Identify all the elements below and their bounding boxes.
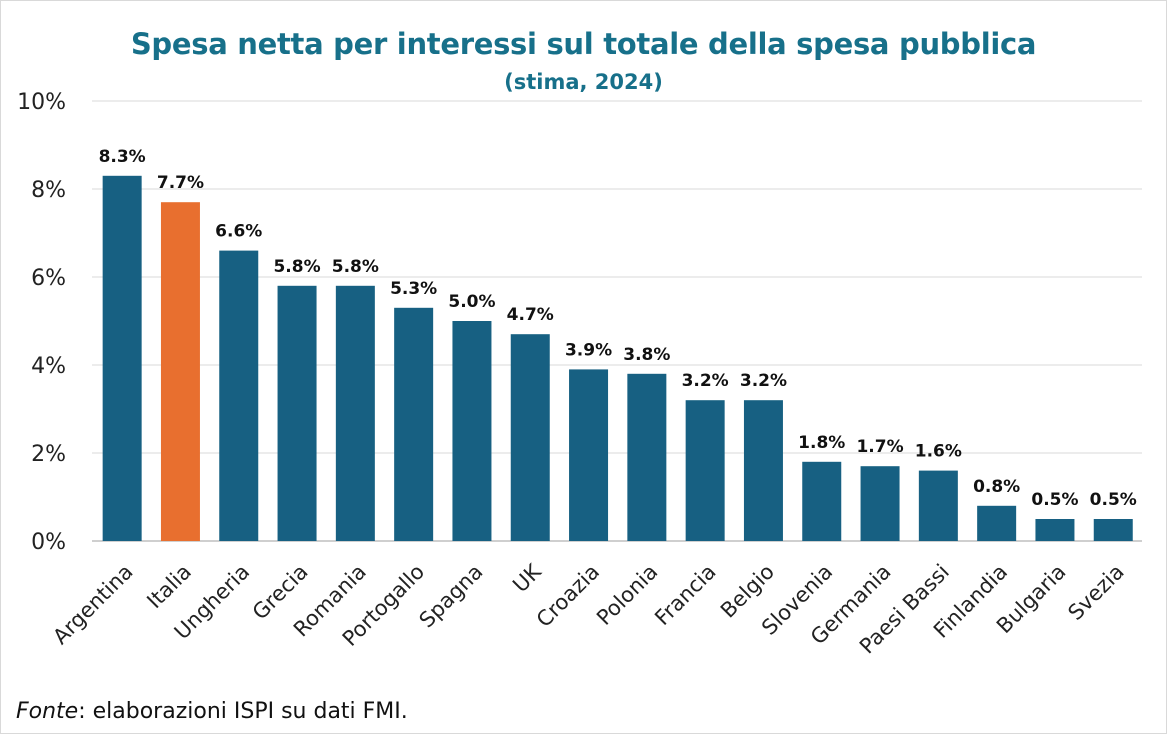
bar [569, 369, 609, 541]
value-label: 5.0% [448, 292, 495, 312]
bar [685, 400, 725, 541]
value-label: 8.3% [99, 147, 146, 167]
category-label: Croazia [532, 560, 604, 632]
bars [102, 175, 1133, 542]
bar [918, 470, 958, 541]
chart-subtitle: (stima, 2024) [504, 70, 663, 94]
gridlines [92, 100, 1142, 542]
bar [802, 461, 842, 541]
y-tick-label: 10% [17, 90, 66, 115]
source-label: Fonte [16, 699, 79, 724]
value-label: 0.5% [1031, 490, 1078, 510]
y-axis-ticks: 0% 2% 4% 6% 8% 10% [17, 90, 66, 555]
bar [1093, 519, 1133, 541]
category-label: Argentina [48, 560, 137, 649]
bar [977, 505, 1017, 541]
value-label: 1.6% [915, 442, 962, 462]
bar [452, 321, 492, 541]
category-label: UK [508, 559, 546, 597]
value-label: 6.6% [215, 222, 262, 242]
value-label: 1.8% [798, 433, 845, 453]
y-tick-label: 6% [31, 266, 66, 291]
chart-title: Spesa netta per interessi sul totale del… [130, 27, 1037, 61]
value-label: 4.7% [507, 305, 554, 325]
category-label: Spagna [415, 560, 488, 633]
bar [160, 202, 200, 541]
bar [394, 307, 434, 541]
bar [510, 334, 550, 541]
value-label: 3.8% [623, 345, 670, 365]
y-tick-label: 8% [31, 178, 66, 203]
bar [102, 175, 142, 542]
value-label: 7.7% [157, 173, 204, 193]
y-tick-label: 0% [31, 530, 66, 555]
value-labels: 8.3% 7.7% 6.6% 5.8% 5.8% 5.3% 5.0% 4.7% 3.9% 3.8%… [99, 147, 1137, 510]
value-label: 1.7% [856, 437, 903, 457]
category-label: Italia [142, 560, 196, 614]
bar [743, 400, 783, 541]
bar [219, 250, 259, 541]
value-label: 3.2% [740, 371, 787, 391]
y-tick-label: 4% [31, 354, 66, 379]
category-label: Polonia [592, 560, 662, 630]
y-tick-label: 2% [31, 442, 66, 467]
category-label: Francia [650, 560, 720, 630]
value-label: 3.9% [565, 340, 612, 360]
value-label: 5.3% [390, 279, 437, 299]
bar [335, 285, 375, 541]
category-labels: Argentina ItaliaUngheriaGreciaRomaniaPort… [48, 559, 1129, 659]
category-label: Svezia [1063, 560, 1128, 625]
value-label: 5.8% [332, 257, 379, 277]
value-label: 0.5% [1090, 490, 1137, 510]
bar [860, 466, 900, 541]
value-label: 3.2% [682, 371, 729, 391]
source-text: : elaborazioni ISPI su dati FMI. [78, 699, 408, 724]
bar [1035, 519, 1075, 541]
value-label: 0.8% [973, 477, 1020, 497]
bar [627, 373, 667, 541]
bar [277, 285, 317, 541]
value-label: 5.8% [273, 257, 320, 277]
source-note: Fonte: elaborazioni ISPI su dati FMI. [16, 699, 408, 724]
